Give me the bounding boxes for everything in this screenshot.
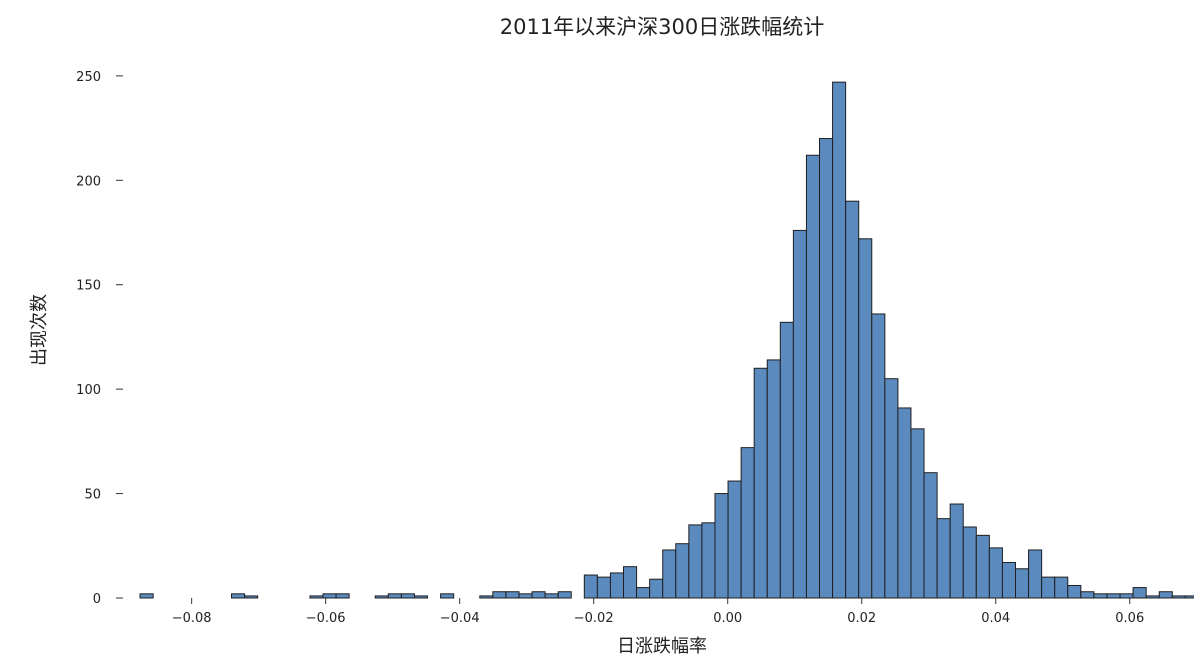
histogram-bar — [858, 238, 873, 599]
y-tick-label: 0 — [93, 592, 101, 607]
histogram-bar — [609, 572, 625, 599]
histogram-bar — [779, 321, 794, 599]
histogram-bar — [701, 522, 716, 599]
histogram-bar — [714, 493, 729, 599]
histogram-bar — [805, 154, 821, 599]
histogram-bar — [1067, 584, 1082, 599]
x-tick-label: −0.08 — [172, 611, 212, 626]
histogram-bar — [727, 480, 742, 599]
x-tick-label: 0.00 — [713, 611, 742, 626]
histogram-bar — [440, 593, 455, 599]
histogram-bar — [492, 591, 507, 599]
histogram-bar — [936, 518, 951, 599]
histogram-bar — [649, 578, 664, 599]
histogram-bar — [988, 547, 1003, 599]
x-tick-label: −0.06 — [306, 611, 346, 626]
x-tick-label: −0.04 — [440, 611, 480, 626]
x-tick-label: 0.06 — [1115, 611, 1144, 626]
histogram-bar — [335, 593, 350, 599]
histogram-bar — [400, 593, 415, 599]
histogram-bar — [1158, 591, 1173, 599]
histogram-bar — [1041, 576, 1056, 599]
histogram-bar — [1093, 593, 1108, 599]
histogram-bar — [1028, 549, 1043, 599]
histogram-bar — [1171, 595, 1186, 599]
histogram-bar — [544, 593, 559, 599]
histogram-bar — [923, 472, 938, 599]
y-ticks-layer: 0 50 100 150 200 250 — [76, 70, 123, 607]
histogram-bar — [845, 200, 860, 599]
y-tick-label: 50 — [84, 488, 101, 503]
histogram-bar — [675, 543, 690, 599]
histogram-bar — [1184, 595, 1194, 599]
histogram-bar — [792, 229, 807, 599]
histogram-bar — [884, 378, 899, 599]
y-tick-label: 100 — [76, 383, 101, 398]
histogram-bar — [962, 526, 977, 599]
histogram-bar — [387, 593, 402, 599]
histogram-bar — [322, 593, 337, 599]
histogram-bar — [374, 595, 389, 599]
histogram-bar — [531, 591, 546, 599]
histogram-bar — [139, 593, 154, 599]
histogram-bar — [231, 593, 246, 599]
x-axis-label: 日涨跌幅率 — [617, 636, 707, 657]
histogram-bar — [910, 428, 925, 599]
histogram-bar — [1001, 562, 1016, 599]
histogram-bar — [766, 359, 781, 599]
histogram-bar — [636, 587, 651, 599]
histogram-bar — [897, 407, 912, 599]
histogram-bar — [949, 503, 964, 599]
histogram-bar — [623, 566, 638, 599]
x-tick-label: 0.04 — [981, 611, 1010, 626]
histogram-bar — [596, 576, 611, 599]
histogram-bar — [1132, 587, 1147, 599]
histogram-bar — [753, 367, 768, 599]
histogram-bar — [244, 595, 259, 599]
bars-layer — [139, 81, 1194, 599]
histogram-bar — [1054, 576, 1069, 599]
x-tick-label: −0.02 — [574, 611, 614, 626]
histogram-bar — [975, 534, 990, 599]
y-axis-label: 出现次数 — [29, 294, 50, 366]
x-ticks-layer: −0.08 −0.06 −0.04 −0.02 0.00 0.02 0.04 0.06 — [172, 598, 1144, 626]
histogram-bar — [557, 591, 572, 599]
histogram-bar — [583, 574, 598, 599]
histogram-bar — [871, 313, 886, 599]
y-tick-label: 250 — [76, 70, 101, 85]
x-tick-label: 0.02 — [847, 611, 876, 626]
histogram-bar — [413, 595, 429, 599]
histogram-bar — [740, 447, 755, 599]
chart-title: 2011年以来沪深300日涨跌幅统计 — [500, 15, 825, 39]
histogram-bar — [1015, 568, 1030, 599]
histogram-bar — [518, 593, 533, 599]
histogram-bar — [1119, 593, 1134, 599]
histogram-bar — [1080, 591, 1095, 599]
histogram-bar — [688, 524, 703, 599]
histogram-bar — [819, 138, 834, 599]
histogram-bar — [1106, 593, 1121, 599]
histogram-bar — [662, 549, 677, 599]
histogram-bar — [479, 595, 494, 599]
y-tick-label: 150 — [76, 279, 101, 294]
histogram-bar — [832, 81, 847, 599]
histogram-bar — [505, 591, 520, 599]
y-tick-label: 200 — [76, 174, 101, 189]
histogram-bar — [309, 595, 324, 599]
histogram-bar — [1145, 595, 1160, 599]
